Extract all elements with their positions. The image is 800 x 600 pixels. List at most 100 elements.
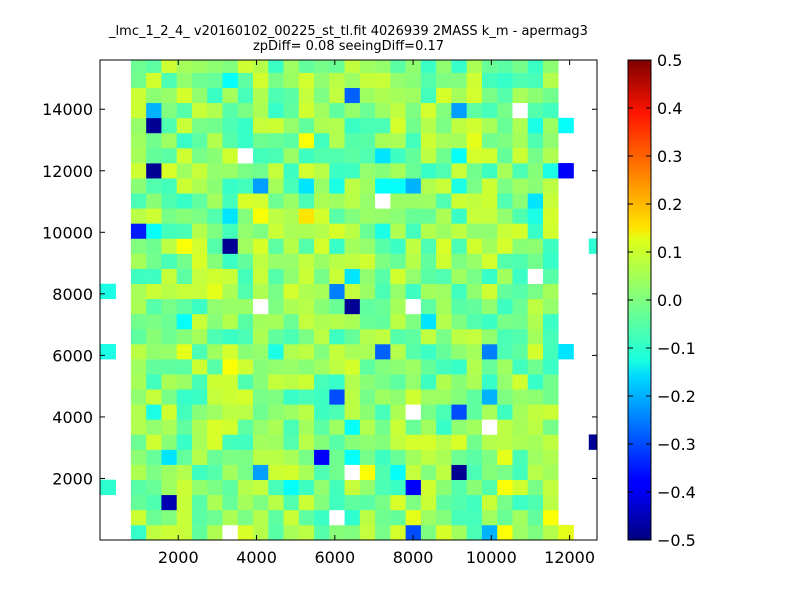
heatmap-cell	[543, 434, 559, 450]
heatmap-cell	[359, 509, 376, 526]
heatmap-cell	[130, 298, 147, 315]
heatmap-cell	[237, 464, 254, 480]
heatmap-cell	[481, 132, 498, 149]
heatmap-cell	[329, 223, 345, 239]
heatmap-cell	[298, 178, 315, 194]
heatmap-cell	[375, 193, 391, 209]
heatmap-cell	[359, 117, 376, 134]
heatmap-cell	[191, 283, 208, 300]
heatmap-cell	[237, 419, 254, 435]
heatmap-cell	[283, 328, 300, 345]
heatmap-cell	[420, 223, 437, 239]
heatmap-cell	[527, 132, 544, 149]
heatmap-cell	[512, 479, 529, 496]
heatmap-cell	[527, 524, 544, 541]
heatmap-cell	[298, 298, 315, 315]
heatmap-cell	[130, 102, 147, 119]
heatmap-cell	[298, 193, 315, 209]
heatmap-cell	[283, 60, 300, 73]
heatmap-cell	[481, 374, 498, 390]
heatmap-cell	[543, 283, 559, 300]
heatmap-cell	[329, 389, 345, 405]
heatmap-cell	[405, 494, 422, 511]
heatmap-cell	[481, 419, 498, 435]
heatmap-cell	[436, 117, 452, 134]
heatmap-cell	[497, 374, 513, 390]
heatmap-cell	[161, 87, 177, 104]
heatmap-cell	[314, 419, 330, 435]
colorbar-tick-label: −0.1	[657, 339, 696, 358]
heatmap-cell	[176, 389, 193, 405]
heatmap-cell	[512, 238, 529, 254]
heatmap-cell	[268, 283, 284, 300]
heatmap-cell	[176, 283, 193, 300]
heatmap-cell	[146, 60, 162, 73]
heatmap-cell	[390, 193, 406, 209]
heatmap-cell	[481, 509, 498, 526]
heatmap-cell	[268, 60, 284, 73]
heatmap-cell	[253, 72, 269, 88]
heatmap-cell	[314, 223, 330, 239]
y-tick-label: 4000	[52, 408, 93, 427]
heatmap-cell	[329, 479, 345, 496]
heatmap-cell	[207, 102, 223, 119]
heatmap-cell	[344, 524, 361, 541]
heatmap-cell	[253, 163, 269, 179]
heatmap-cell	[329, 524, 345, 541]
heatmap-cell	[375, 283, 391, 300]
heatmap-cell	[146, 404, 162, 420]
heatmap-cell	[146, 208, 162, 224]
colorbar-tick-label: 0.5	[657, 51, 682, 70]
heatmap-cell	[466, 178, 483, 194]
heatmap-cell	[161, 404, 177, 420]
heatmap-cell	[314, 359, 330, 375]
heatmap-cell	[359, 313, 376, 330]
heatmap-cell	[161, 419, 177, 435]
heatmap-cell	[237, 359, 254, 375]
heatmap-cell	[237, 163, 254, 179]
heatmap-cell	[375, 208, 391, 224]
heatmap-cell	[314, 117, 330, 134]
heatmap-cell	[436, 449, 452, 465]
heatmap-cell	[451, 268, 467, 284]
heatmap-cell	[146, 238, 162, 254]
heatmap-cell	[146, 389, 162, 405]
heatmap-cell	[314, 374, 330, 390]
heatmap-cell	[512, 434, 529, 450]
heatmap-cell	[344, 404, 361, 420]
heatmap-cell	[451, 479, 467, 496]
colorbar-tick-label: 0.4	[657, 99, 682, 118]
heatmap-cell	[512, 298, 529, 315]
heatmap-cell	[497, 178, 513, 194]
heatmap-cell	[497, 389, 513, 405]
heatmap-cell	[375, 328, 391, 345]
heatmap-cell	[543, 208, 559, 224]
heatmap-cell	[314, 344, 330, 360]
heatmap-cell	[436, 87, 452, 104]
heatmap-cell	[253, 208, 269, 224]
heatmap-cell	[207, 434, 223, 450]
heatmap-cell	[481, 328, 498, 345]
heatmap-cell	[283, 524, 300, 541]
heatmap-cell	[359, 328, 376, 345]
heatmap-cell	[237, 178, 254, 194]
heatmap-cell	[543, 419, 559, 435]
heatmap-cell	[146, 509, 162, 526]
heatmap-cell	[543, 374, 559, 390]
heatmap-cell	[344, 464, 361, 480]
heatmap-cell	[390, 208, 406, 224]
heatmap-cell	[497, 479, 513, 496]
heatmap-cell	[314, 253, 330, 269]
heatmap-cell	[130, 72, 147, 88]
heatmap-cell	[543, 253, 559, 269]
heatmap-cell	[359, 298, 376, 315]
heatmap-cell	[130, 313, 147, 330]
heatmap-cell	[359, 87, 376, 104]
heatmap-cell	[497, 208, 513, 224]
heatmap-cell	[283, 404, 300, 420]
heatmap-cell	[375, 359, 391, 375]
heatmap-cell	[130, 178, 147, 194]
heatmap-cell	[420, 60, 437, 73]
heatmap-cell	[436, 419, 452, 435]
heatmap-cell	[237, 479, 254, 496]
